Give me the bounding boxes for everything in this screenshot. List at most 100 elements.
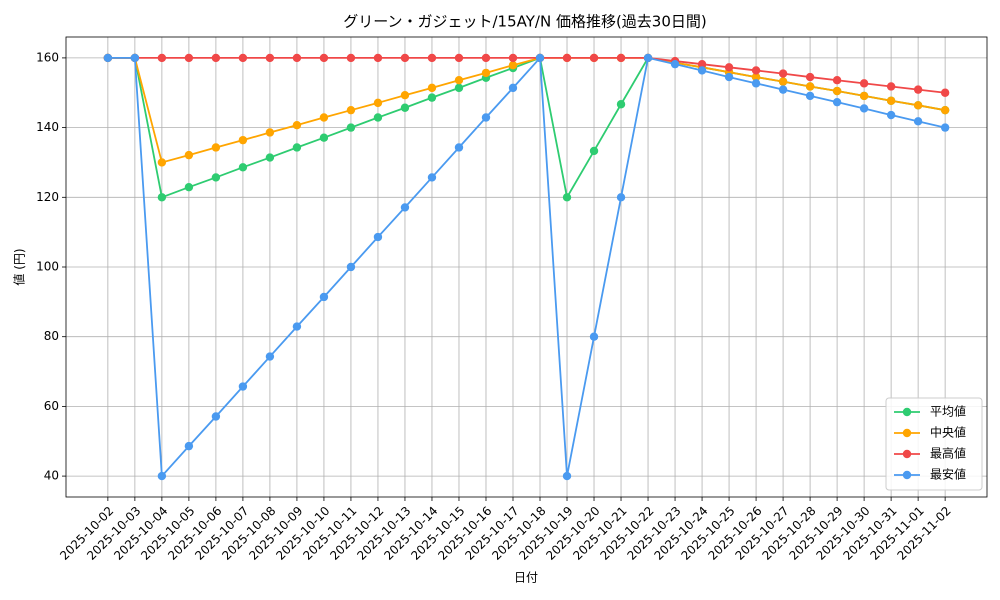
point bbox=[454, 143, 464, 152]
point bbox=[589, 146, 599, 156]
point bbox=[832, 86, 842, 96]
legend-label: 中央値 bbox=[930, 425, 966, 440]
point bbox=[130, 53, 140, 63]
point bbox=[778, 77, 788, 86]
point bbox=[778, 69, 788, 78]
point bbox=[292, 143, 302, 152]
point bbox=[616, 193, 626, 202]
point bbox=[184, 53, 194, 63]
point bbox=[346, 105, 356, 115]
y-tick-label: 40 bbox=[44, 469, 59, 483]
point bbox=[184, 182, 194, 192]
point bbox=[535, 53, 545, 63]
legend-marker bbox=[902, 428, 912, 438]
point bbox=[292, 120, 302, 130]
point bbox=[400, 90, 410, 100]
point bbox=[319, 113, 329, 122]
series-line bbox=[107, 55, 946, 479]
point bbox=[508, 61, 518, 70]
point bbox=[940, 123, 950, 132]
point bbox=[265, 352, 275, 361]
point bbox=[103, 53, 113, 63]
point bbox=[292, 53, 302, 63]
point bbox=[751, 79, 761, 88]
point bbox=[724, 63, 734, 72]
point bbox=[184, 441, 194, 451]
point bbox=[265, 128, 275, 137]
point bbox=[373, 53, 383, 63]
y-tick-label: 140 bbox=[36, 120, 59, 134]
point bbox=[940, 105, 950, 115]
point bbox=[400, 53, 410, 63]
point bbox=[211, 53, 221, 63]
y-tick-label: 120 bbox=[36, 190, 59, 204]
point bbox=[616, 100, 626, 109]
point bbox=[670, 59, 680, 69]
y-tick-label: 80 bbox=[44, 329, 59, 343]
point bbox=[832, 97, 842, 107]
point bbox=[832, 76, 842, 85]
point bbox=[886, 96, 896, 105]
legend-marker bbox=[902, 470, 912, 480]
point bbox=[346, 123, 356, 132]
point bbox=[157, 158, 167, 167]
point bbox=[697, 66, 707, 75]
point bbox=[184, 150, 194, 160]
point bbox=[859, 91, 869, 101]
y-tick-label: 160 bbox=[36, 50, 59, 64]
point bbox=[400, 203, 410, 212]
point bbox=[454, 76, 464, 85]
point bbox=[427, 53, 437, 63]
point bbox=[238, 135, 248, 145]
series-line bbox=[107, 57, 946, 94]
point bbox=[589, 332, 599, 341]
y-tick-label: 60 bbox=[44, 399, 59, 413]
x-axis-label: 日付 bbox=[514, 571, 538, 585]
legend-marker bbox=[902, 449, 912, 459]
point bbox=[724, 72, 734, 82]
point bbox=[562, 53, 572, 63]
point bbox=[157, 471, 167, 481]
point bbox=[238, 53, 248, 63]
legend-box bbox=[885, 397, 983, 491]
point bbox=[292, 322, 302, 331]
point bbox=[319, 292, 329, 302]
point bbox=[427, 93, 437, 102]
point bbox=[265, 53, 275, 63]
chart-title: グリーン・ガジェット/15AY/N 価格推移(過去30日間) bbox=[343, 13, 707, 31]
point bbox=[211, 173, 221, 182]
point bbox=[211, 412, 221, 421]
point bbox=[940, 88, 950, 97]
point bbox=[805, 72, 815, 82]
point bbox=[373, 98, 383, 108]
point bbox=[913, 85, 923, 94]
point bbox=[346, 262, 356, 272]
point bbox=[481, 53, 491, 63]
point bbox=[697, 59, 707, 69]
plot-frame bbox=[65, 36, 988, 498]
point bbox=[859, 104, 869, 113]
point bbox=[427, 83, 437, 93]
point bbox=[805, 82, 815, 91]
point bbox=[481, 68, 491, 78]
point bbox=[157, 193, 167, 202]
legend-label: 平均値 bbox=[930, 404, 966, 419]
point bbox=[373, 113, 383, 122]
point bbox=[616, 53, 626, 63]
grid bbox=[66, 37, 987, 497]
point bbox=[238, 382, 248, 391]
point bbox=[886, 110, 896, 120]
legend-marker bbox=[902, 407, 912, 417]
point bbox=[913, 117, 923, 126]
legend-label: 最安値 bbox=[930, 467, 966, 482]
point bbox=[481, 113, 491, 122]
point bbox=[751, 72, 761, 82]
point bbox=[454, 83, 464, 93]
point bbox=[859, 79, 869, 88]
y-axis-label: 値 (円) bbox=[12, 248, 27, 285]
point bbox=[211, 143, 221, 152]
point bbox=[913, 101, 923, 110]
